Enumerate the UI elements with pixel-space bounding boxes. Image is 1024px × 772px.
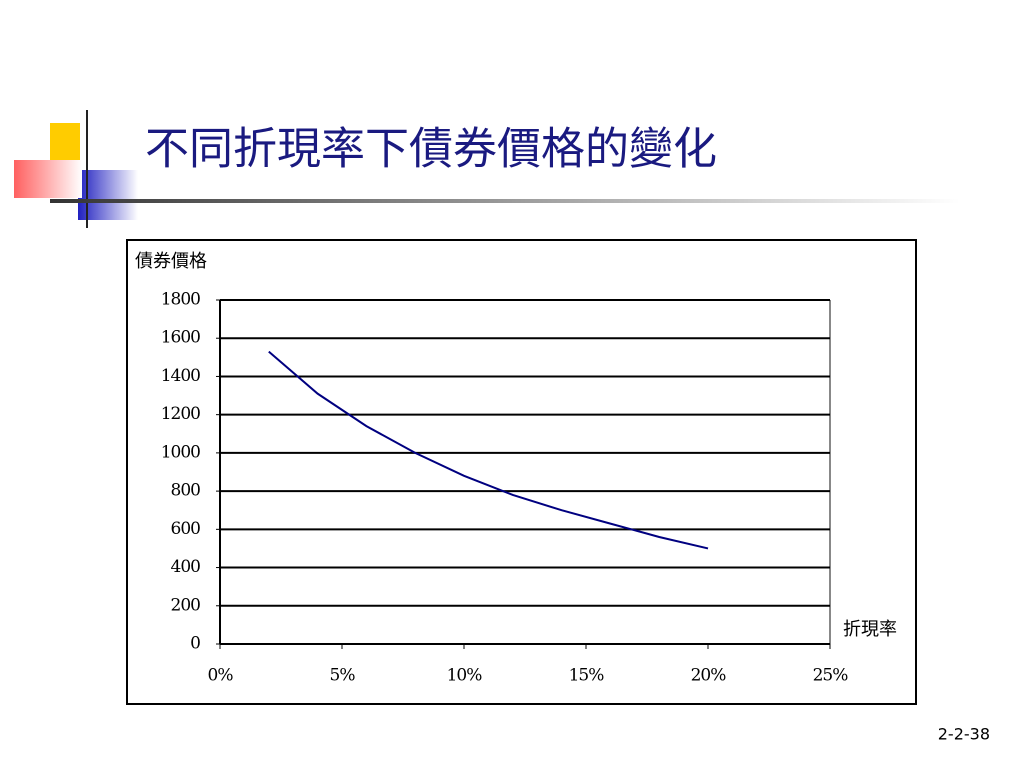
- x-tick-label: 10%: [447, 666, 483, 686]
- y-tick-label: 800: [171, 481, 201, 501]
- slide-title: 不同折現率下債券價格的變化: [145, 124, 717, 175]
- y-tick-label: 200: [171, 595, 201, 615]
- x-axis-label: 折現率: [843, 619, 897, 640]
- y-tick-label: 400: [171, 557, 201, 577]
- y-tick-label: 1600: [161, 328, 200, 348]
- data-line: [268, 350, 709, 550]
- x-tick-label: 20%: [691, 666, 727, 686]
- x-tick-label: 25%: [813, 666, 849, 686]
- x-tick-label: 5%: [330, 666, 356, 686]
- y-tick-label: 1400: [161, 366, 200, 386]
- page-number: 2-2-38: [938, 725, 990, 744]
- chart-frame: [126, 239, 917, 705]
- y-axis-label: 債券價格: [135, 251, 207, 272]
- y-tick-label: 1200: [161, 404, 200, 424]
- decoration: [14, 110, 960, 228]
- y-tick-label: 600: [171, 519, 201, 539]
- x-tick-label: 15%: [569, 666, 605, 686]
- y-tick-label: 1000: [161, 442, 200, 462]
- x-tick-label: 0%: [208, 666, 234, 686]
- y-tick-label: 0: [190, 634, 200, 654]
- y-tick-label: 1800: [161, 290, 200, 310]
